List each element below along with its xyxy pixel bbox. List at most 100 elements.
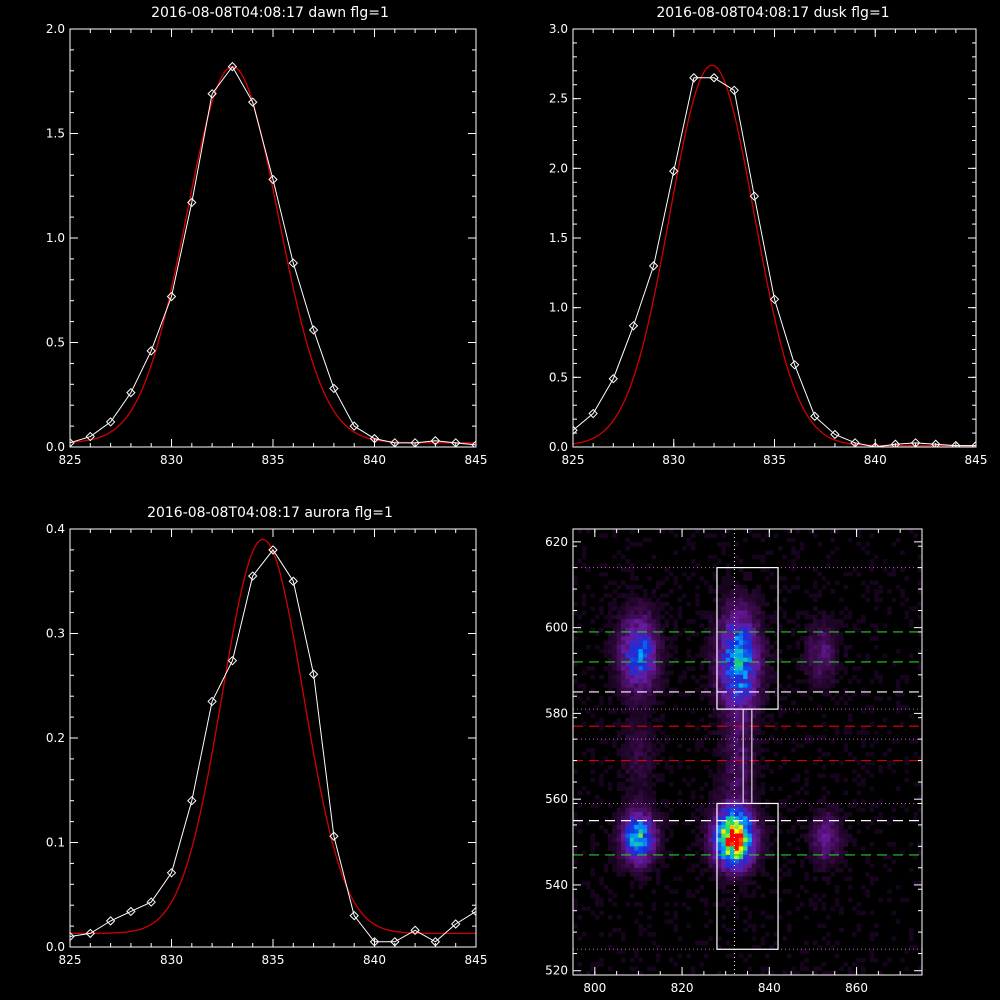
image-pixel bbox=[887, 889, 892, 894]
image-pixel bbox=[581, 610, 587, 616]
image-pixel bbox=[620, 700, 626, 706]
image-pixel bbox=[703, 829, 709, 834]
image-pixel bbox=[847, 812, 853, 817]
image-pixel bbox=[917, 589, 922, 594]
image-pixel bbox=[734, 824, 740, 830]
image-pixel bbox=[634, 799, 639, 804]
image-pixel bbox=[699, 812, 705, 817]
image-pixel bbox=[747, 610, 753, 616]
image-pixel bbox=[878, 589, 884, 594]
image-pixel bbox=[856, 790, 862, 796]
image-pixel bbox=[716, 867, 722, 873]
image-pixel bbox=[734, 726, 740, 731]
image-pixel bbox=[668, 854, 674, 860]
image-pixel bbox=[695, 876, 700, 881]
connector-box bbox=[742, 708, 753, 804]
image-pixel bbox=[625, 674, 631, 680]
image-pixel bbox=[721, 880, 726, 886]
image-pixel bbox=[734, 859, 740, 864]
image-pixel bbox=[607, 653, 613, 658]
image-pixel bbox=[620, 872, 626, 877]
image-pixel bbox=[908, 529, 914, 534]
image-pixel bbox=[712, 721, 718, 727]
image-pixel bbox=[751, 769, 757, 774]
image-pixel bbox=[642, 863, 648, 869]
image-pixel bbox=[900, 897, 905, 903]
image-pixel bbox=[808, 614, 814, 620]
image-pixel bbox=[769, 679, 774, 684]
image-pixel bbox=[782, 576, 788, 581]
image-pixel bbox=[716, 696, 722, 701]
image-pixel bbox=[869, 559, 875, 564]
image-pixel bbox=[804, 640, 809, 646]
image-pixel bbox=[699, 820, 705, 826]
image-pixel bbox=[865, 872, 870, 877]
image-pixel bbox=[634, 666, 639, 671]
image-pixel bbox=[708, 721, 713, 727]
image-pixel bbox=[703, 683, 709, 688]
image-pixel bbox=[799, 863, 805, 869]
image-pixel bbox=[616, 696, 622, 701]
image-pixel bbox=[730, 829, 735, 834]
image-pixel bbox=[751, 807, 757, 813]
image-pixel bbox=[647, 794, 652, 800]
image-pixel bbox=[607, 636, 613, 641]
image-pixel bbox=[795, 550, 801, 556]
image-pixel bbox=[734, 713, 740, 718]
image-pixel bbox=[664, 760, 670, 766]
image-pixel bbox=[677, 597, 683, 603]
image-pixel bbox=[764, 721, 770, 727]
image-pixel bbox=[917, 661, 922, 667]
image-pixel bbox=[612, 529, 617, 534]
image-pixel bbox=[629, 704, 635, 710]
image-pixel bbox=[730, 867, 735, 873]
image-pixel bbox=[751, 601, 757, 607]
image-pixel bbox=[812, 833, 818, 839]
image-pixel bbox=[612, 691, 617, 697]
image-pixel bbox=[690, 893, 696, 899]
image-pixel bbox=[725, 752, 731, 757]
image-pixel bbox=[708, 644, 713, 650]
image-pixel bbox=[642, 597, 648, 603]
image-pixel bbox=[834, 691, 840, 697]
image-pixel bbox=[686, 576, 692, 581]
image-pixel bbox=[695, 529, 700, 534]
image-pixel bbox=[743, 764, 748, 770]
image-pixel bbox=[730, 927, 735, 933]
image-pixel bbox=[629, 567, 635, 573]
image-pixel bbox=[625, 734, 631, 740]
image-pixel bbox=[747, 571, 753, 577]
image-pixel bbox=[747, 614, 753, 620]
image-pixel bbox=[638, 704, 644, 710]
image-pixel bbox=[660, 687, 665, 693]
image-pixel bbox=[856, 923, 862, 929]
image-pixel bbox=[887, 957, 892, 963]
image-pixel bbox=[708, 614, 713, 620]
dusk-xtick-label: 825 bbox=[562, 453, 585, 467]
dawn-data-point bbox=[166, 291, 177, 302]
image-pixel bbox=[629, 884, 635, 890]
image-pixel bbox=[751, 743, 757, 749]
image-pixel bbox=[712, 704, 718, 710]
image-pixel bbox=[738, 777, 744, 783]
image-pixel bbox=[651, 863, 657, 869]
image-pixel bbox=[625, 567, 631, 573]
image-pixel bbox=[590, 747, 596, 753]
image-pixel bbox=[804, 949, 809, 954]
image-pixel bbox=[634, 619, 639, 624]
image-pixel bbox=[708, 657, 713, 663]
image-pixel bbox=[760, 610, 766, 616]
image-pixel bbox=[773, 687, 779, 693]
image-pixel bbox=[616, 687, 622, 693]
image-pixel bbox=[655, 670, 661, 676]
image-pixel bbox=[651, 842, 657, 847]
image-pixel bbox=[725, 756, 731, 761]
image-pixel bbox=[708, 679, 713, 684]
image-pixel bbox=[690, 631, 696, 637]
image-pixel bbox=[651, 696, 657, 701]
image-pixel bbox=[625, 794, 631, 800]
image-pixel bbox=[904, 756, 910, 761]
image-pixel bbox=[699, 859, 705, 864]
image-pixel bbox=[869, 786, 875, 791]
dawn-data-point bbox=[126, 387, 136, 398]
